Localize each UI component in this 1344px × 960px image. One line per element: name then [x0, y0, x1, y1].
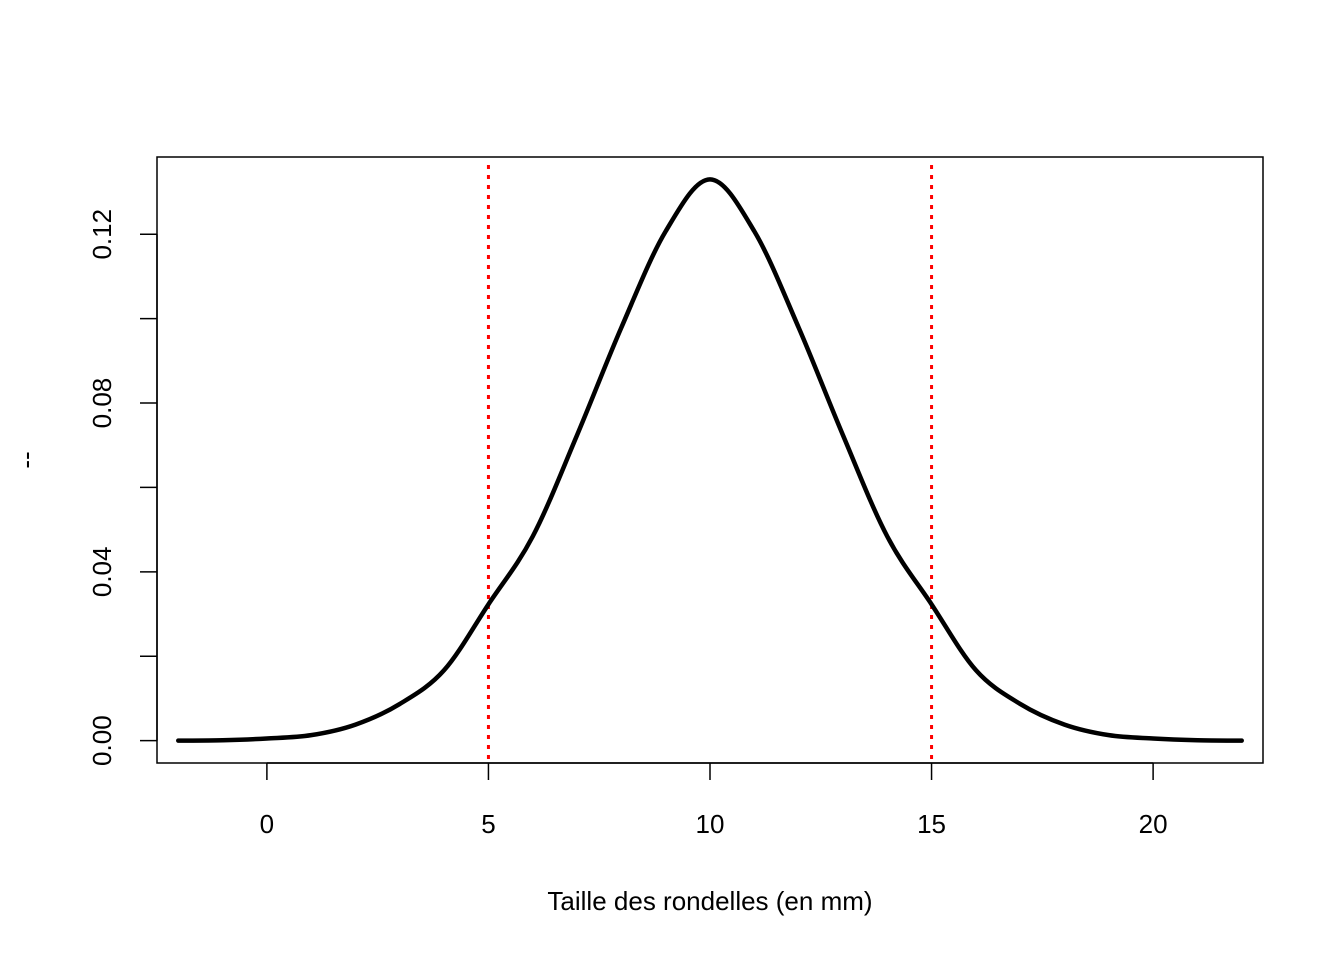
x-tick-label: 15	[917, 809, 946, 839]
series-group	[176, 177, 1244, 743]
y-tick-label: 0.04	[87, 547, 117, 598]
y-axis: 0.00 0.04 0.08 0.12	[87, 209, 158, 766]
y-axis-label: --	[11, 451, 41, 468]
x-tick-label: 10	[696, 809, 725, 839]
reference-lines	[486, 165, 934, 759]
series-line-0	[176, 177, 1244, 743]
y-tick-label: 0.12	[87, 209, 117, 260]
y-tick-label: 0.00	[87, 715, 117, 766]
x-axis-label: Taille des rondelles (en mm)	[547, 886, 872, 916]
x-tick-label: 5	[481, 809, 495, 839]
plot-area-frame	[156, 156, 1264, 764]
x-tick-label: 0	[260, 809, 274, 839]
x-tick-label: 20	[1139, 809, 1168, 839]
x-axis: 0 5 10 15 20	[260, 762, 1168, 839]
y-tick-label: 0.08	[87, 378, 117, 429]
